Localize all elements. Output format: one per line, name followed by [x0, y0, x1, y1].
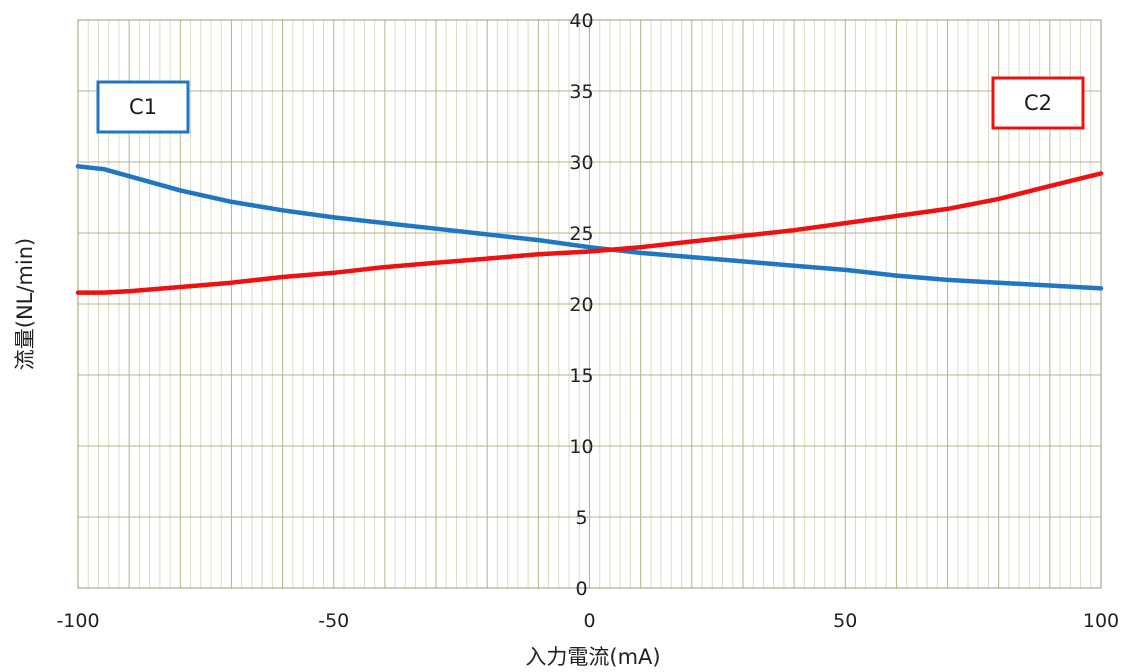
legend-c2-label: C2	[1024, 91, 1052, 115]
x-tick-label: -50	[318, 610, 349, 632]
y-tick-label: 40	[569, 10, 593, 32]
x-axis-title: 入力電流(mA)	[525, 645, 660, 669]
y-axis-title: 流量(NL/min)	[13, 238, 37, 370]
y-tick-label: 35	[569, 81, 593, 103]
legend-c1-box	[96, 80, 190, 134]
plot-area-frame	[77, 19, 1102, 589]
legend-c1: C1	[96, 80, 190, 134]
x-tick-label: -100	[56, 610, 99, 632]
y-tick-label: 5	[575, 507, 587, 529]
x-tick-label: 0	[583, 610, 595, 632]
x-tick-label: 100	[1083, 610, 1119, 632]
legend-c2-box	[991, 76, 1085, 130]
y-tick-label: 25	[569, 223, 593, 245]
y-tick-label: 20	[569, 294, 593, 316]
series-layer	[75, 164, 1104, 295]
y-tick-label: 0	[575, 578, 587, 600]
y-tick-label: 30	[569, 152, 593, 174]
series-line-c2	[75, 171, 1104, 295]
y-tick-label: 15	[569, 365, 593, 387]
x-tick-labels: -100 -50 0 50 100	[56, 610, 1119, 632]
legend-c2: C2	[991, 76, 1085, 130]
x-tick-label: 50	[833, 610, 857, 632]
y-tick-label: 10	[569, 436, 593, 458]
series-line-c1	[75, 164, 1104, 291]
y-tick-labels: 0 5 10 15 20 25 30 35 40	[569, 10, 593, 600]
legend-c1-label: C1	[129, 95, 157, 119]
